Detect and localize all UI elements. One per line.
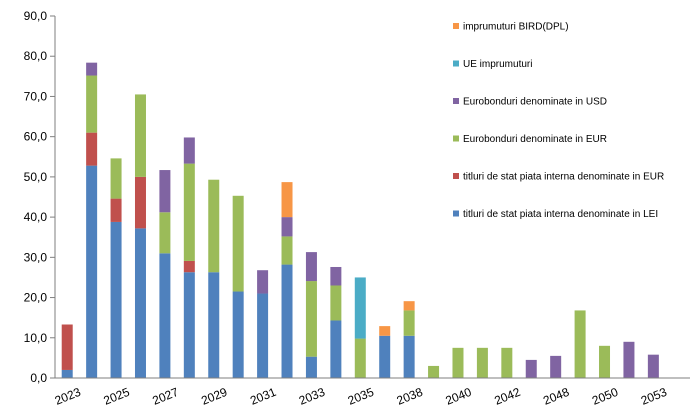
x-tick-label-2048: 2048: [541, 385, 571, 408]
bar-segment-2023-s0: [61, 369, 73, 378]
bar-segment-2032-s3: [281, 217, 293, 237]
x-tick-label-2031: 2031: [248, 385, 278, 408]
bar-segment-2026-s0: [134, 228, 146, 378]
bar-segment-2028-s0: [183, 272, 195, 378]
bar-segment-2028-s1: [183, 260, 195, 273]
bar-segment-2028-s2: [183, 163, 195, 261]
legend-swatch-s2: [453, 135, 459, 142]
bar-segment-2034-s2: [330, 285, 342, 321]
bar-segment-2030-s0: [232, 291, 244, 378]
bar-segment-2025-s2: [110, 158, 122, 199]
x-tick-label-2027: 2027: [150, 385, 180, 408]
x-tick-label-2038: 2038: [395, 385, 425, 408]
y-tick-label: 70,0: [24, 89, 48, 103]
x-tick-label-2025: 2025: [102, 385, 132, 408]
x-tick-label-2029: 2029: [199, 385, 229, 408]
y-tick-label: 10,0: [24, 331, 48, 345]
bar-segment-2032-s5: [281, 182, 293, 218]
bar-segment-2031-s3: [257, 270, 269, 294]
bar-segment-2029-s2: [208, 179, 220, 273]
bar-segment-2038-s2: [403, 310, 415, 336]
bar-segment-2032-s0: [281, 264, 293, 378]
bar-segment-2036-s0: [379, 335, 391, 378]
bar-segment-2038-s5: [403, 301, 415, 311]
bar-segment-2035-s2: [354, 338, 366, 378]
y-tick-label: 90,0: [24, 9, 48, 23]
y-tick-label: 40,0: [24, 210, 48, 224]
x-tick-label-2050: 2050: [590, 385, 620, 408]
bar-segment-2041-s2: [476, 347, 488, 378]
x-axis: 2023 2025 2027 2029 2031 2033 2035 2038 2040 2042…: [53, 377, 690, 408]
x-tick-label-2033: 2033: [297, 385, 327, 408]
bar-segment-2051-s3: [623, 341, 635, 378]
bar-segment-2030-s2: [232, 195, 244, 292]
legend-swatch-s1: [453, 173, 459, 179]
x-tick-label-2053: 2053: [639, 385, 669, 408]
legend-label-s5: imprumuturi BIRD(DPL): [463, 22, 569, 33]
legend-swatch-s3: [453, 98, 459, 104]
bar-segment-2050-s2: [599, 345, 611, 378]
bar-segment-2042-s2: [501, 347, 513, 378]
bar-segment-2044-s3: [525, 359, 537, 378]
y-axis: 0,0 10,0 20,0 30,0 40,0 50,0 60,0 70,0 80,0 90,0: [24, 9, 56, 385]
bar-segment-2027-s3: [159, 170, 171, 213]
bar-segment-2028-s3: [183, 137, 195, 164]
x-tick-label-2023: 2023: [53, 385, 83, 408]
bar-segment-2035-s4: [354, 277, 366, 339]
legend-label-s0: titluri de stat piata interna denominate…: [463, 209, 658, 220]
bar-segment-2040-s2: [452, 347, 464, 378]
y-tick-label: 0,0: [30, 371, 47, 385]
legend-label-s3: Eurobonduri denominate in USD: [463, 97, 607, 108]
y-tick-label: 30,0: [24, 250, 48, 264]
bar-segment-2053-s3: [647, 354, 659, 378]
y-tick-label: 20,0: [24, 291, 48, 305]
bar-segment-2026-s1: [134, 176, 146, 229]
bar-segment-2031-s0: [257, 293, 269, 378]
bar-segment-2023-s1: [61, 324, 73, 370]
legend-label-s4: UE imprumuturi: [463, 59, 532, 70]
bar-segment-2033-s0: [305, 356, 317, 378]
bar-segment-2036-s5: [379, 326, 391, 336]
bars: [61, 62, 659, 378]
bar-segment-2027-s0: [159, 253, 171, 378]
legend-swatch-s4: [453, 60, 459, 67]
x-tick-label-2040: 2040: [443, 385, 473, 408]
legend: imprumuturi BIRD(DPL) UE imprumuturi Eurob…: [453, 22, 664, 220]
y-tick-label: 50,0: [24, 170, 48, 184]
bar-segment-2034-s3: [330, 266, 342, 286]
bar-segment-2025-s0: [110, 221, 122, 378]
legend-swatch-s0: [453, 210, 459, 217]
bar-segment-2027-s2: [159, 212, 171, 254]
bar-segment-2024-s2: [86, 75, 98, 133]
bar-segment-2026-s2: [134, 94, 146, 177]
bar-segment-2049-s2: [574, 310, 586, 378]
bar-segment-2024-s3: [86, 62, 98, 76]
bar-segment-2033-s2: [305, 281, 317, 357]
bar-segment-2048-s3: [550, 355, 562, 378]
bar-segment-2038-s0: [403, 335, 415, 378]
bar-segment-2025-s1: [110, 198, 122, 222]
bar-segment-2024-s0: [86, 165, 98, 378]
bar-segment-2032-s2: [281, 236, 293, 265]
y-tick-label: 80,0: [24, 49, 48, 63]
bar-segment-2024-s1: [86, 132, 98, 166]
x-tick-label-2035: 2035: [346, 385, 376, 408]
bar-segment-2039-s2: [428, 365, 440, 378]
legend-swatch-s5: [453, 23, 459, 29]
x-tick-label-2042: 2042: [492, 385, 522, 408]
legend-label-s1: titluri de stat piata interna denominate…: [463, 172, 664, 183]
bar-segment-2033-s3: [305, 252, 317, 282]
bar-segment-2029-s0: [208, 272, 220, 378]
y-tick-label: 60,0: [24, 130, 48, 144]
legend-label-s2: Eurobonduri denominate in EUR: [463, 134, 607, 145]
bar-segment-2034-s0: [330, 320, 342, 378]
